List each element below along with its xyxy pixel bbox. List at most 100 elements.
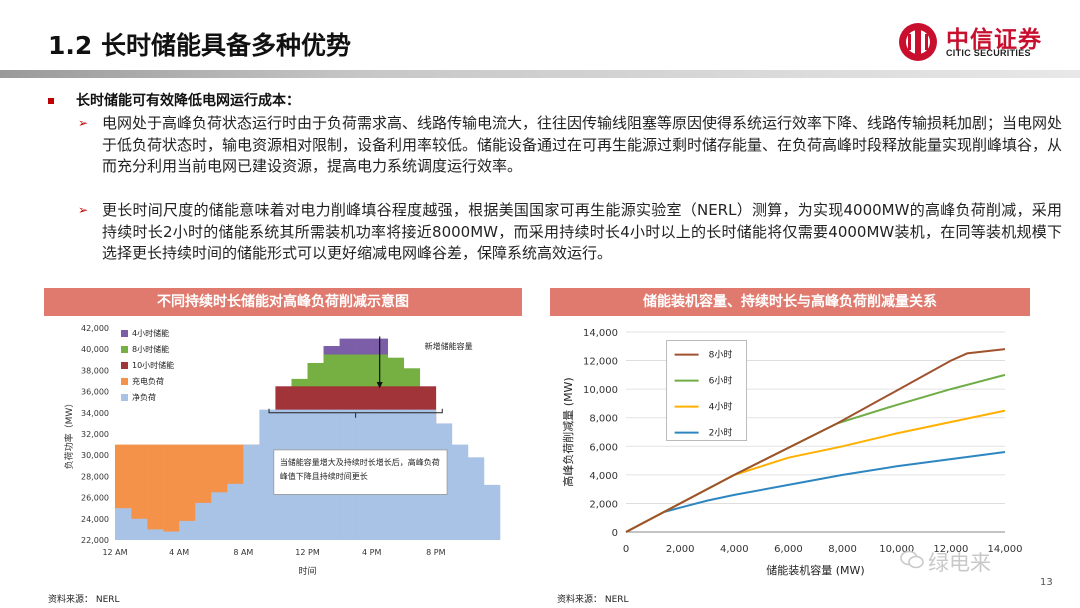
legend-label: 10小时储能 <box>132 360 174 370</box>
y-tick-label: 0 <box>612 528 618 539</box>
charging-bar <box>131 444 148 540</box>
x-tick-label: 12 PM <box>295 548 320 557</box>
logo-name: 中信证券 <box>946 27 1042 53</box>
series-line-2小时 <box>625 451 1006 533</box>
legend-swatch <box>121 330 128 337</box>
y-tick-label: 6,000 <box>589 442 618 453</box>
right-chart: 0 2,000 4,000 6,000 8,000 10,000 12,000 14,000 0… <box>561 328 1023 577</box>
wechat-icon <box>900 550 924 569</box>
net-load-bar <box>115 508 132 540</box>
x-axis-title: 时间 <box>298 565 316 577</box>
legend-label: 6小时 <box>709 375 733 387</box>
y-tick-label: 42,000 <box>81 324 109 333</box>
arrow-bullet-icon: ➢ <box>78 203 89 217</box>
page-title: 1.2 长时储能具备多种优势 <box>48 31 351 60</box>
annotation-added-capacity: 新增储能容量 <box>425 341 473 351</box>
x-tick-label: 6,000 <box>774 544 803 555</box>
legend-label: 充电负荷 <box>132 376 164 386</box>
header: 1.2 长时储能具备多种优势 中信证券 CITIC SECURITIES <box>0 0 1080 78</box>
x-tick-label: 10,000 <box>879 544 914 555</box>
y-tick-label: 14,000 <box>583 328 618 339</box>
arrow-bullet-icon: ➢ <box>78 116 89 130</box>
legend-label: 2小时 <box>709 427 733 439</box>
y-tick-label: 32,000 <box>81 430 109 439</box>
y-axis-title: 高峰负荷削减量 (MW) <box>561 377 575 486</box>
y-tick-label: 12,000 <box>583 357 618 368</box>
x-tick-label: 4 PM <box>362 548 381 557</box>
charging-bar <box>179 444 196 540</box>
x-tick-label: 8 AM <box>233 548 253 557</box>
legend-label: 净负荷 <box>132 392 156 402</box>
main-bullet: 长时储能可有效降低电网运行成本： <box>48 90 300 110</box>
bullet-square-icon <box>48 98 54 104</box>
source-left: 资料来源： NERL <box>48 595 120 605</box>
x-tick-label: 12 AM <box>102 548 127 557</box>
legend-label: 4小时 <box>709 401 733 413</box>
y-axis-title: 负荷功率（MW） <box>63 399 75 470</box>
y-tick-label: 28,000 <box>81 472 109 481</box>
charging-bar <box>147 444 164 540</box>
main-bullet-text: 长时储能可有效降低电网运行成本： <box>76 93 300 109</box>
annotation-box <box>273 449 448 495</box>
legend-swatch <box>121 346 128 353</box>
net-load-bar <box>163 531 180 540</box>
net-load-bar <box>243 444 260 540</box>
legend-swatch <box>121 362 128 369</box>
net-load-bar <box>483 484 501 540</box>
net-load-bar <box>451 444 469 540</box>
legend-label: 4小时储能 <box>132 328 169 338</box>
net-load-bar <box>131 518 148 540</box>
y-tick-label: 30,000 <box>81 451 109 460</box>
y-tick-label: 22,000 <box>81 536 109 545</box>
net-load-bar <box>195 502 212 540</box>
legend-swatch <box>121 378 128 385</box>
left-chart: 22,000 24,000 26,000 28,000 30,000 32,000 34,0… <box>63 324 501 577</box>
legend-label: 8小时 <box>709 349 733 361</box>
sub-bullet-2: ➢ 更长时间尺度的储能意味着对电力削峰填谷程度越强，根据美国国家可再生能源实验室… <box>78 200 1068 286</box>
sub-bullet-text: 电网处于高峰负荷状态运行时由于负荷需求高、线路传输电流大，往往因传输线阻塞等原因… <box>102 114 1063 175</box>
sub-bullet-text: 更长时间尺度的储能意味着对电力削峰填谷程度越强，根据美国国家可再生能源实验室（N… <box>102 201 1062 262</box>
legend-swatch <box>121 394 128 401</box>
watermark: 绿电来 <box>928 551 991 575</box>
y-tick-label: 38,000 <box>81 366 109 375</box>
charging-bar <box>163 444 180 540</box>
x-tick-label: 12,000 <box>933 544 968 555</box>
y-tick-label: 4,000 <box>589 471 618 482</box>
annotation-box-line: 峰值下降且持续时间更长 <box>280 471 368 481</box>
source-right: 资料来源： NERL <box>557 595 629 605</box>
x-axis-title: 储能装机容量 (MW) <box>766 563 864 577</box>
y-tick-label: 40,000 <box>81 345 109 354</box>
x-tick-label: 8 PM <box>426 548 445 557</box>
y-tick-label: 36,000 <box>81 388 109 397</box>
right-chart-title: 储能装机容量、持续时长与高峰负荷削减量关系 <box>550 288 1030 316</box>
net-load-bar <box>211 492 228 540</box>
x-tick-label: 2,000 <box>666 544 695 555</box>
legend-box <box>666 340 748 441</box>
left-chart-title: 不同持续时长储能对高峰负荷削减示意图 <box>44 288 522 316</box>
annotation-box-line: 当储能容量增大及持续时长增长后，高峰负荷 <box>280 457 440 467</box>
logo-subtitle: CITIC SECURITIES <box>946 48 1031 58</box>
page-number: 13 <box>1040 577 1053 588</box>
x-tick-label: 14,000 <box>988 544 1023 555</box>
net-load-bar <box>179 520 196 540</box>
duration-bracket <box>268 408 443 418</box>
x-tick-label: 4 AM <box>169 548 189 557</box>
x-tick-label: 4,000 <box>720 544 749 555</box>
series-line-8小时 <box>625 348 1006 533</box>
net-load-bar <box>259 409 276 540</box>
sub-bullet-1: ➢ 电网处于高峰负荷状态运行时由于负荷需求高、线路传输电流大，往往因传输线阻塞等… <box>78 113 1068 199</box>
citic-logo-icon <box>899 23 937 61</box>
y-tick-label: 24,000 <box>81 515 109 524</box>
x-tick-label: 8,000 <box>828 544 857 555</box>
y-tick-label: 10,000 <box>583 385 618 396</box>
x-tick-label: 0 <box>623 544 629 555</box>
legend-label: 8小时储能 <box>132 344 169 354</box>
y-tick-label: 8,000 <box>589 414 618 425</box>
y-tick-label: 2,000 <box>589 499 618 510</box>
y-tick-label: 26,000 <box>81 494 109 503</box>
y-tick-label: 34,000 <box>81 409 109 418</box>
net-load-bar <box>467 457 485 540</box>
header-divider <box>0 70 1080 78</box>
reduction-arrowhead <box>376 382 383 389</box>
net-load-bar <box>227 483 244 540</box>
